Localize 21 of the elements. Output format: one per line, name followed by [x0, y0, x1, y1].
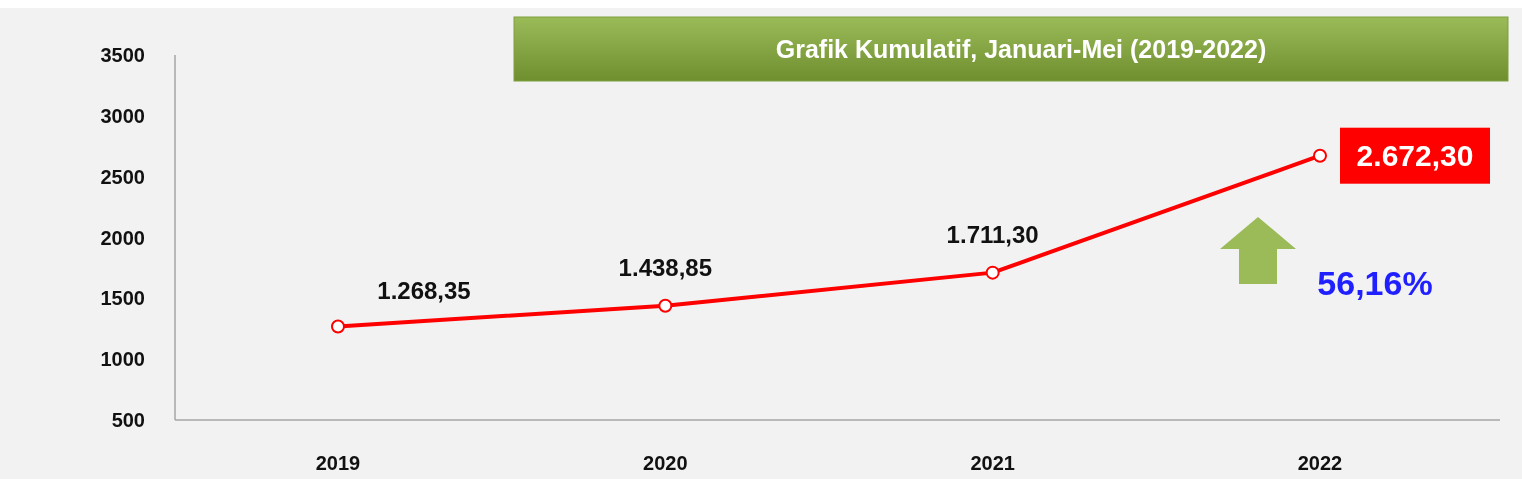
x-tick-label: 2020	[643, 452, 688, 474]
data-label: 1.438,85	[618, 253, 713, 281]
annotation: 56,16%	[1317, 264, 1433, 302]
data-label: 1.711,30	[946, 220, 1039, 248]
point	[985, 265, 1000, 280]
y-tick-label: 2500	[100, 165, 145, 188]
y-tick-label: 2000	[100, 226, 145, 249]
point	[658, 298, 673, 313]
y-tick-label: 500	[111, 409, 145, 431]
data-label: 2.672,30	[1356, 138, 1474, 172]
y-tick-label: 3500	[100, 44, 145, 66]
y-tick-label: 1000	[100, 348, 145, 371]
point	[331, 319, 345, 334]
x-tick-label: 2021	[970, 452, 1015, 474]
data-label: 1.268,35	[377, 276, 471, 304]
x-tick-label: 2019	[315, 452, 361, 474]
y-tick-label: 1500	[100, 287, 145, 310]
y-tick-label: 3000	[100, 104, 145, 127]
x-tick-label: 2022	[1297, 452, 1343, 474]
chart-title: Grafik Kumulatif, Januari-Mei (2019-2022)	[775, 35, 1267, 63]
point	[1313, 148, 1327, 163]
